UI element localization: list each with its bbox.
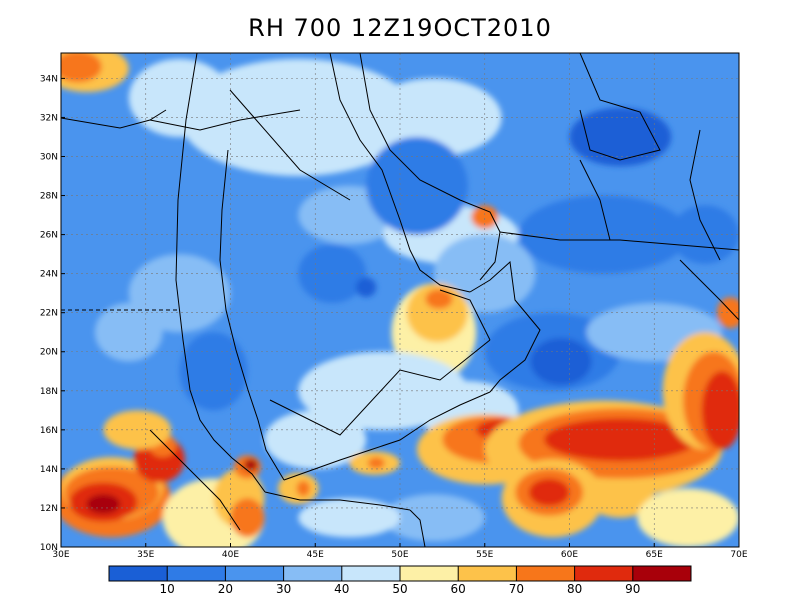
colorbar-label: 60 (451, 582, 466, 596)
colorbar-label: 40 (334, 582, 349, 596)
lat-tick-label: 20N (40, 348, 58, 358)
humidity-region (296, 480, 311, 497)
iraq-saudi-border (229, 89, 351, 201)
uae-oman-border (439, 289, 491, 341)
lon-tick-label: 60E (561, 550, 578, 560)
lat-tick-label: 28N (40, 192, 58, 202)
humidity-region (671, 205, 739, 264)
gulf-of-aden-north (283, 391, 491, 481)
colorbar-swatch (400, 566, 459, 581)
humidity-region (366, 78, 502, 157)
humidity-region (179, 332, 248, 411)
lon-tick-label: 30E (52, 550, 69, 560)
lat-tick-label: 26N (40, 231, 58, 241)
iran-coast (499, 231, 739, 251)
jordan-border (149, 109, 301, 131)
lat-tick-label: 16N (40, 426, 58, 436)
colorbar: 10 20 30 40 50 60 70 80 90 (108, 565, 692, 596)
humidity-region (425, 289, 453, 309)
colorbar-swatch (167, 566, 226, 581)
humidity-region (471, 205, 499, 229)
colorbar-swatch (632, 566, 692, 581)
colorbar-swatch (283, 566, 343, 581)
humidity-region (244, 459, 258, 471)
persian-gulf-west (329, 53, 471, 293)
humidity-region (616, 115, 658, 147)
lat-tick-label: 18N (40, 387, 58, 397)
graticule (61, 53, 739, 547)
lon-tick-label: 40E (222, 550, 239, 560)
colorbar-label: 20 (218, 582, 233, 596)
colorbar-label: 90 (625, 582, 640, 596)
humidity-region (179, 58, 417, 177)
colorbar-label: 50 (392, 582, 407, 596)
humidity-region (701, 371, 739, 450)
humidity-region (530, 338, 592, 385)
lat-tick-label: 14N (40, 465, 58, 475)
colorbar-swatch (225, 566, 285, 581)
humidity-region (528, 478, 570, 506)
humidity-region (518, 195, 689, 274)
lon-tick-label: 45E (307, 550, 324, 560)
lon-tick-label: 35E (137, 550, 154, 560)
lat-tick-label: 34N (40, 74, 58, 84)
humidity-region (367, 457, 385, 469)
lon-tick-label: 50E (391, 550, 408, 560)
lon-tick-label: 70E (730, 550, 747, 560)
map-title: RH 700 12Z19OCT2010 (248, 14, 552, 42)
axis-ticks: 30E 35E 40E 45E 50E 55E 60E 65E 70E 10N 12N 14N 16N 1… (40, 74, 748, 560)
colorbar-swatch (458, 566, 517, 581)
humidity-region (61, 53, 102, 83)
red-sea-west-coast (175, 53, 266, 493)
humidity-region (355, 277, 377, 298)
humidity-field (61, 53, 739, 547)
humidity-region (544, 418, 697, 462)
humidity-region (298, 498, 400, 538)
afghan-pakistan-border (689, 129, 721, 261)
pakistan-india-coast (679, 259, 739, 321)
colorbar-label: 80 (567, 582, 582, 596)
lat-tick-label: 12N (40, 504, 58, 514)
colorbar-label: 30 (276, 582, 291, 596)
lat-tick-label: 32N (40, 113, 58, 123)
colorbar-swatch (516, 566, 576, 581)
colorbar-label: 70 (509, 582, 524, 596)
humidity-region (366, 136, 468, 235)
humidity-region (128, 254, 231, 333)
red-sea-east-coast (219, 149, 285, 481)
humidity-region (230, 498, 265, 538)
somalia-coast (409, 509, 426, 547)
levant-coast (61, 109, 167, 129)
iran-afghan-border (579, 159, 611, 241)
colorbar-swatch (109, 566, 168, 581)
colorbar-swatch (341, 566, 401, 581)
persian-gulf-east (359, 53, 501, 281)
lon-tick-label: 65E (646, 550, 663, 560)
caspian-shore (579, 53, 661, 161)
humidity-region (86, 494, 121, 514)
oman-coast (469, 260, 541, 393)
humidity-region (383, 494, 485, 542)
saudi-yemen-border (269, 339, 491, 436)
colorbar-label: 10 (160, 582, 175, 596)
lat-tick-label: 24N (40, 270, 58, 280)
humidity-region (94, 302, 163, 362)
lat-tick-label: 22N (40, 309, 58, 319)
coastlines-and-borders (61, 53, 739, 547)
lon-tick-label: 55E (476, 550, 493, 560)
humidity-region (637, 488, 739, 547)
lat-tick-label: 10N (40, 543, 58, 553)
humidity-region (128, 58, 231, 137)
colorbar-swatch (574, 566, 634, 581)
gulf-of-aden-south (264, 491, 411, 511)
lat-tick-label: 30N (40, 152, 58, 162)
sudan-ethiopia-border (149, 429, 241, 531)
